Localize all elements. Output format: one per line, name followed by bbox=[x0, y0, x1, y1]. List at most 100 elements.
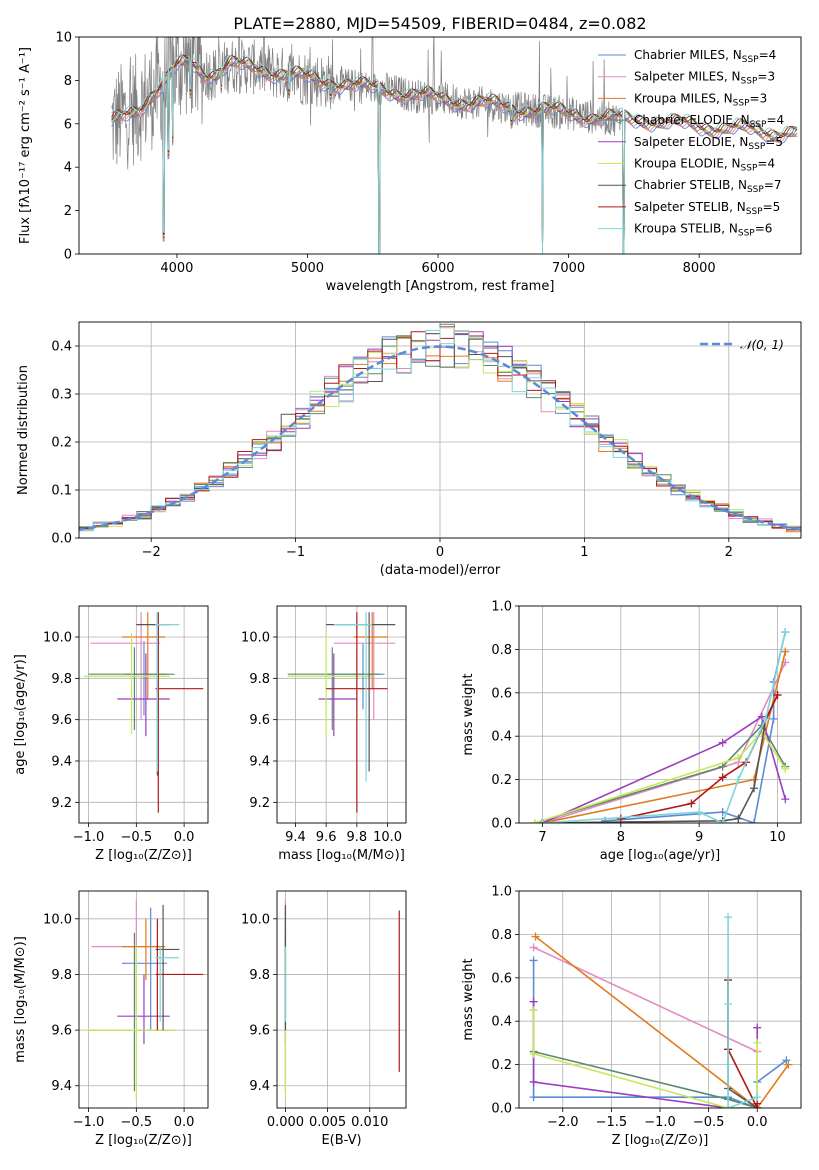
series-marker-salpeter-elodie bbox=[718, 738, 727, 747]
series-marker-kroupa-elodie bbox=[529, 1049, 538, 1058]
y-tick-label: 9.6 bbox=[51, 1024, 72, 1039]
x-tick-label: 6000 bbox=[421, 261, 454, 276]
series-marker-kroupa-stelib bbox=[753, 1093, 762, 1102]
x-tick-label: 9.6 bbox=[316, 830, 337, 845]
model-line-kroupa-stelib bbox=[111, 54, 798, 254]
x-tick-label: −1.5 bbox=[596, 1115, 628, 1130]
legend-label-chabrier-elodie: Chabrier ELODIE, NSSP=4 bbox=[634, 113, 784, 130]
x-tick-label: −1.0 bbox=[73, 1115, 105, 1130]
legend-suffix: =6 bbox=[755, 222, 773, 236]
y-tick-label: 1.0 bbox=[491, 885, 512, 900]
x-axis-label: Z [log₁₀(Z/Z⊙)] bbox=[95, 848, 192, 863]
y-tick-label: 1.0 bbox=[491, 600, 512, 615]
series-marker-chabrier-miles bbox=[529, 956, 538, 965]
y-axis-label: Normed distribution bbox=[16, 365, 31, 495]
series-marker-salpeter-stelib bbox=[773, 690, 782, 699]
legend-suffix: =3 bbox=[750, 91, 768, 105]
y-tick-label: 10.0 bbox=[241, 912, 270, 927]
x-tick-label: 7000 bbox=[552, 261, 585, 276]
plot-area-age-vs-Z bbox=[79, 606, 208, 823]
legend-label-chabrier-stelib: Chabrier STELIB, NSSP=7 bbox=[634, 178, 782, 195]
y-axis-label: mass [log₁₀(M/M⊙)] bbox=[13, 936, 28, 1063]
x-tick-label: −0.5 bbox=[121, 1115, 153, 1130]
series-marker-kroupa-stelib bbox=[718, 819, 727, 823]
plot-area-age-vs-mass bbox=[277, 606, 406, 823]
y-tick-label: 0.8 bbox=[491, 643, 512, 658]
y-tick-label: 9.2 bbox=[249, 796, 270, 811]
legend-subscript: SSP bbox=[738, 229, 755, 239]
y-tick-label: 9.8 bbox=[249, 968, 270, 983]
y-axis-label: mass weight bbox=[461, 673, 476, 755]
series-marker-salpeter-stelib bbox=[718, 773, 727, 782]
axes-frame bbox=[78, 36, 802, 255]
y-tick-label: 0.4 bbox=[491, 730, 512, 745]
y-tick-label: 0.1 bbox=[51, 484, 72, 499]
series-marker-chabrier-miles bbox=[782, 1056, 791, 1065]
y-tick-label: 0.0 bbox=[491, 1102, 512, 1117]
series-marker-salpeter-stelib bbox=[687, 799, 696, 808]
x-tick-label: 10.0 bbox=[373, 830, 402, 845]
series-marker-kroupa-miles bbox=[781, 647, 790, 656]
legend-subscript: SSP bbox=[746, 207, 763, 217]
series-line-salpeter-miles bbox=[533, 946, 758, 1053]
series-marker-kroupa-stelib bbox=[724, 1104, 733, 1108]
x-tick-label: 10 bbox=[769, 830, 786, 845]
y-tick-label: 4 bbox=[64, 161, 72, 176]
x-tick-label: −1.0 bbox=[644, 1115, 676, 1130]
series-line-kroupa-elodie bbox=[534, 730, 786, 823]
y-tick-label: 9.6 bbox=[249, 1024, 270, 1039]
series-marker-chabrier-stelib bbox=[750, 784, 758, 793]
x-axis-label: Z [log₁₀(Z/Z⊙)] bbox=[612, 1133, 709, 1148]
panel-age-vs-mass: 9.4 9.6 9.8 10.0 9.2 9.4 9.6 9.8 10.0 mass [log₁₀… bbox=[241, 605, 407, 863]
legend-suffix: =3 bbox=[757, 70, 775, 84]
series-marker-chabrier-miles bbox=[769, 714, 778, 723]
x-tick-label: 0.010 bbox=[351, 1115, 388, 1130]
series-marker-salpeter-elodie bbox=[781, 795, 790, 804]
x-tick-label: 9.8 bbox=[347, 830, 368, 845]
plot-area-weight-vs-age bbox=[519, 606, 801, 823]
panel-mass-vs-EBV: 0.000 0.005 0.010 9.4 9.6 9.8 10.0 E(B-V) bbox=[241, 890, 407, 1148]
x-tick-label: −1 bbox=[286, 545, 305, 560]
y-tick-label: 9.4 bbox=[51, 755, 72, 770]
y-tick-label: 9.4 bbox=[51, 1079, 72, 1094]
plot-area-residuals bbox=[79, 322, 801, 538]
series-marker-salpeter-elodie bbox=[529, 997, 538, 1006]
series-marker-kroupa-miles bbox=[784, 1060, 793, 1069]
y-tick-label: 9.2 bbox=[51, 796, 72, 811]
legend-subscript: SSP bbox=[733, 98, 750, 108]
y-tick-label: 0.6 bbox=[491, 971, 512, 986]
y-tick-label: 0.3 bbox=[51, 388, 72, 403]
y-tick-label: 0.6 bbox=[491, 686, 512, 701]
legend-suffix: =7 bbox=[764, 178, 782, 192]
x-axis-label: mass [log₁₀(M/M⊙)] bbox=[278, 848, 405, 863]
series-marker-kroupa-stelib bbox=[724, 913, 733, 922]
x-tick-label: 1 bbox=[580, 545, 588, 560]
legend-subscript: SSP bbox=[747, 185, 764, 195]
gaussian-curve bbox=[79, 345, 801, 531]
x-tick-label: −0.5 bbox=[693, 1115, 725, 1130]
series-line-kroupa-elodie bbox=[532, 1010, 759, 1108]
series-line-chabrier-elodie bbox=[533, 1050, 758, 1108]
legend-subscript: SSP bbox=[741, 77, 758, 87]
x-tick-label: 9 bbox=[695, 830, 703, 845]
series-marker-chabrier-stelib bbox=[734, 814, 743, 823]
axes-frame bbox=[276, 890, 407, 1109]
legend-subscript: SSP bbox=[742, 55, 759, 65]
y-tick-label: 0.2 bbox=[491, 1058, 512, 1073]
legend-label-kroupa-elodie: Kroupa ELODIE, NSSP=4 bbox=[634, 157, 775, 174]
series-line-kroupa-stelib bbox=[542, 631, 787, 823]
series-line-chabrier-stelib bbox=[542, 694, 779, 823]
x-axis-label: age [log₁₀(age/yr)] bbox=[600, 848, 721, 863]
series-marker-chabrier-elodie bbox=[718, 762, 727, 771]
legend-subscript: SSP bbox=[750, 120, 767, 130]
legend-suffix: =5 bbox=[763, 200, 781, 214]
legend-suffix: =5 bbox=[765, 135, 783, 149]
x-tick-label: −0.5 bbox=[121, 830, 153, 845]
panel-age-vs-Z: −1.0 −0.5 0.0 9.2 9.4 9.6 9.8 10.0 Z [log₁₀(Z/Z⊙… bbox=[13, 605, 209, 863]
y-tick-label: 9.8 bbox=[51, 968, 72, 983]
series-marker-kroupa-elodie bbox=[753, 1038, 762, 1047]
x-tick-label: −1.0 bbox=[73, 830, 105, 845]
series-marker-salpeter-elodie bbox=[529, 1077, 538, 1086]
x-tick-label: 0.005 bbox=[309, 1115, 346, 1130]
y-axis-label: Flux [fλ10⁻¹⁷ erg cm⁻² s⁻¹ A⁻¹] bbox=[18, 47, 33, 244]
